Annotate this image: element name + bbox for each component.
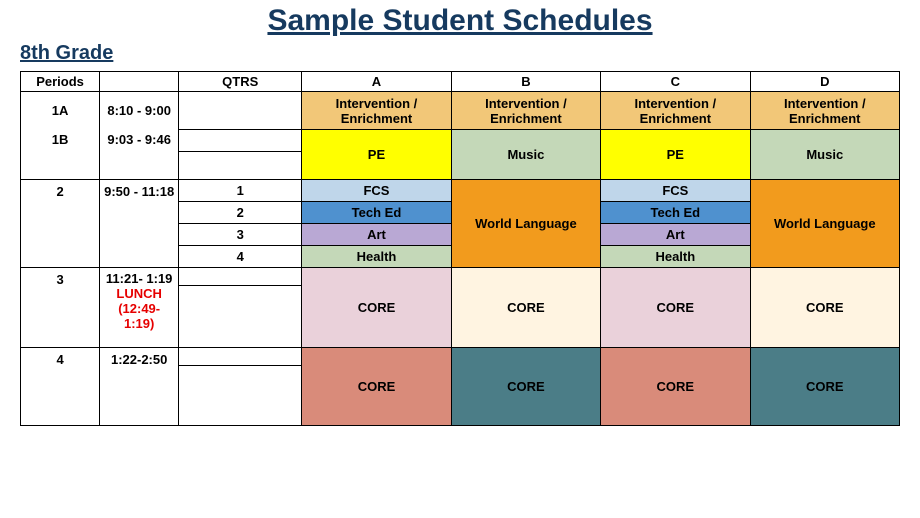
row-1a: 1A 8:10 - 9:00 Intervention / Enrichment… xyxy=(21,92,900,130)
page-title: Sample Student Schedules xyxy=(20,4,900,38)
row-2-q1: 2 9:50 - 11:18 1 FCS World Language FCS … xyxy=(21,180,900,202)
cell-2-a-q4: Health xyxy=(302,246,451,268)
cell-1a-d: Intervention / Enrichment xyxy=(750,92,899,130)
row-3-top: 3 11:21- 1:19 LUNCH (12:49- 1:19) CORE C… xyxy=(21,268,900,286)
grade-subtitle: 8th Grade xyxy=(20,42,900,65)
cell-4-a: CORE xyxy=(302,348,451,426)
col-time xyxy=(100,72,179,92)
col-d: D xyxy=(750,72,899,92)
qtrs-3-1 xyxy=(179,268,302,286)
cell-2-a-q1: FCS xyxy=(302,180,451,202)
period-1b-time: 9:03 - 9:46 xyxy=(100,130,179,180)
qtrs-1b-1 xyxy=(179,130,302,152)
qtrs-1b-2 xyxy=(179,152,302,180)
qtrs-1a xyxy=(179,92,302,130)
cell-1b-c: PE xyxy=(601,130,750,180)
cell-2-a-q2: Tech Ed xyxy=(302,202,451,224)
qtrs-4-2 xyxy=(179,366,302,426)
period-1a-label: 1A xyxy=(21,92,100,130)
cell-4-d: CORE xyxy=(750,348,899,426)
cell-1a-a: Intervention / Enrichment xyxy=(302,92,451,130)
cell-2-c-q4: Health xyxy=(601,246,750,268)
cell-1b-d: Music xyxy=(750,130,899,180)
period-3-lunch: LUNCH (12:49- 1:19) xyxy=(116,286,162,331)
period-2-time: 9:50 - 11:18 xyxy=(100,180,179,268)
cell-2-c-q3: Art xyxy=(601,224,750,246)
cell-3-a: CORE xyxy=(302,268,451,348)
cell-4-b: CORE xyxy=(451,348,600,426)
period-1b-label: 1B xyxy=(21,130,100,180)
qtrs-2-4: 4 xyxy=(179,246,302,268)
qtrs-4-1 xyxy=(179,348,302,366)
cell-1a-b: Intervention / Enrichment xyxy=(451,92,600,130)
cell-1a-c: Intervention / Enrichment xyxy=(601,92,750,130)
cell-2-b: World Language xyxy=(451,180,600,268)
qtrs-2-2: 2 xyxy=(179,202,302,224)
cell-3-b: CORE xyxy=(451,268,600,348)
col-c: C xyxy=(601,72,750,92)
col-periods: Periods xyxy=(21,72,100,92)
period-3-time-text: 11:21- 1:19 xyxy=(106,271,173,286)
period-2-label: 2 xyxy=(21,180,100,268)
cell-3-d: CORE xyxy=(750,268,899,348)
qtrs-3-2 xyxy=(179,286,302,348)
row-1b-top: 1B 9:03 - 9:46 PE Music PE Music xyxy=(21,130,900,152)
cell-4-c: CORE xyxy=(601,348,750,426)
period-3-time: 11:21- 1:19 LUNCH (12:49- 1:19) xyxy=(100,268,179,348)
period-4-label: 4 xyxy=(21,348,100,426)
period-1a-time: 8:10 - 9:00 xyxy=(100,92,179,130)
cell-2-c-q2: Tech Ed xyxy=(601,202,750,224)
row-4-top: 4 1:22-2:50 CORE CORE CORE CORE xyxy=(21,348,900,366)
cell-1b-b: Music xyxy=(451,130,600,180)
col-a: A xyxy=(302,72,451,92)
period-4-time: 1:22-2:50 xyxy=(100,348,179,426)
col-b: B xyxy=(451,72,600,92)
cell-3-c: CORE xyxy=(601,268,750,348)
cell-2-c-q1: FCS xyxy=(601,180,750,202)
cell-2-d: World Language xyxy=(750,180,899,268)
qtrs-2-3: 3 xyxy=(179,224,302,246)
col-qtrs: QTRS xyxy=(179,72,302,92)
schedule-table: Periods QTRS A B C D 1A 8:10 - 9:00 Inte… xyxy=(20,71,900,426)
qtrs-2-1: 1 xyxy=(179,180,302,202)
cell-1b-a: PE xyxy=(302,130,451,180)
period-3-label: 3 xyxy=(21,268,100,348)
cell-2-a-q3: Art xyxy=(302,224,451,246)
header-row: Periods QTRS A B C D xyxy=(21,72,900,92)
